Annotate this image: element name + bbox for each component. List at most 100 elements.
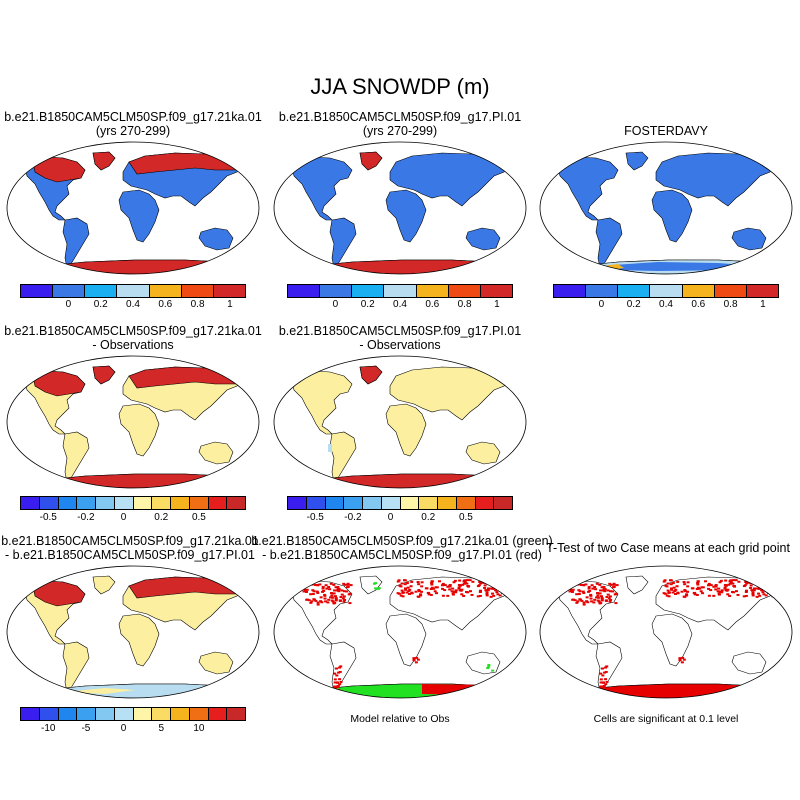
- significant-cell: [338, 666, 342, 669]
- significant-cell: [609, 583, 613, 586]
- significant-cell: [329, 582, 333, 585]
- panel-2-subtitle: (yrs 270-299): [362, 124, 438, 138]
- greenland-land: [92, 575, 116, 595]
- significant-cell: [581, 583, 585, 586]
- significant-cell: [491, 592, 495, 595]
- significant-cell: [397, 579, 401, 582]
- significant-cell: [420, 581, 424, 584]
- significant-cell: [595, 582, 599, 585]
- significant-cell: [483, 584, 487, 587]
- significant-cell: [608, 582, 612, 585]
- map-panel-1: [6, 141, 260, 275]
- significant-cell: [570, 584, 574, 587]
- significant-cell: [732, 585, 736, 588]
- significant-cell: [336, 585, 340, 588]
- tick-label: 0.4: [126, 299, 140, 310]
- significant-cell: [441, 587, 445, 590]
- significant-cell: [468, 579, 472, 582]
- africa-land: [118, 189, 160, 243]
- significant-cell: [332, 583, 336, 586]
- significant-cell: [744, 590, 748, 593]
- significant-cell: [671, 591, 675, 594]
- significant-cell: [416, 595, 420, 598]
- map-border: [539, 565, 793, 699]
- significant-cell: [348, 602, 352, 605]
- significant-cell: [405, 582, 409, 585]
- significant-cell: [667, 595, 671, 598]
- colorbar-panel-4: [20, 496, 246, 510]
- significant-cell: [672, 586, 676, 589]
- significant-cell: [397, 592, 401, 595]
- significant-cell: [696, 583, 700, 586]
- significant-cell: [324, 600, 328, 603]
- significant-cell: [575, 593, 579, 596]
- significant-cell: [503, 591, 507, 594]
- colorbar-panel-6: [20, 707, 246, 721]
- significant-cell: [599, 672, 603, 675]
- significant-cell: [599, 681, 603, 684]
- panel-1-subtitle: (yrs 270-299): [95, 124, 171, 138]
- map-body: [557, 575, 776, 698]
- significant-cell: [680, 661, 684, 664]
- africa-land: [385, 403, 427, 457]
- significant-cell: [499, 586, 503, 589]
- significant-cell: [606, 589, 610, 592]
- tick-label: 0: [120, 723, 127, 734]
- significant-cell: [483, 586, 487, 589]
- australia-land: [465, 227, 501, 251]
- panel-7-title: b.e21.B1850CAM5CLM50SP.f09_g17.21ka.01 (…: [251, 534, 553, 548]
- significant-cell: [340, 589, 344, 592]
- australia-land: [465, 441, 501, 465]
- namerica-land: [557, 580, 619, 645]
- significant-cell: [728, 582, 732, 585]
- significant-cell: [501, 589, 505, 592]
- significant-cell: [600, 586, 604, 589]
- significant-cell: [764, 582, 768, 585]
- significant-cell: [682, 595, 686, 598]
- significant-cell: [460, 588, 464, 591]
- significant-cell: [310, 600, 314, 603]
- significant-cell: [430, 580, 434, 583]
- significant-cell: [614, 592, 618, 595]
- significant-cell: [751, 591, 755, 594]
- significant-cell: [465, 591, 469, 594]
- significant-cell: [498, 582, 502, 585]
- map-panel-6: [6, 565, 260, 699]
- significant-cell: [589, 597, 593, 600]
- significant-cell: [326, 601, 330, 604]
- significant-cell: [342, 600, 346, 603]
- greenland-land: [625, 151, 649, 171]
- tick-label: 0.8: [190, 299, 205, 310]
- significant-cell: [724, 589, 728, 592]
- panel-5-subtitle: - Observations: [359, 338, 441, 352]
- antarctica-red: [422, 684, 508, 695]
- tick-label: 1: [227, 299, 233, 310]
- significant-cell: [571, 598, 575, 601]
- significant-cell: [729, 579, 733, 582]
- significant-cell: [592, 601, 596, 604]
- australia-land: [465, 651, 501, 675]
- significant-cell: [596, 599, 600, 602]
- significant-cell: [478, 594, 482, 597]
- significant-cell: [696, 580, 700, 583]
- significant-cell: [674, 593, 678, 596]
- significant-cell: [499, 589, 503, 592]
- samerica-land: [595, 217, 623, 269]
- significant-cell: [478, 581, 482, 584]
- significant-cell: [751, 580, 755, 583]
- significant-cell: [327, 598, 331, 601]
- tick-label: 0.8: [723, 299, 738, 310]
- significant-cell: [585, 596, 589, 599]
- panel-4-subtitle: - Observations: [92, 338, 174, 352]
- significant-cell: [334, 596, 338, 599]
- significant-cell: [596, 592, 600, 595]
- significant-cell: [330, 594, 334, 597]
- significant-cell: [723, 587, 727, 590]
- map-border: [539, 141, 793, 275]
- significant-cell: [333, 589, 337, 592]
- significant-cell: [734, 590, 738, 593]
- significant-cell: [570, 590, 574, 593]
- significant-cell: [457, 587, 461, 590]
- significant-cell: [335, 681, 339, 684]
- significant-cell: [446, 594, 450, 597]
